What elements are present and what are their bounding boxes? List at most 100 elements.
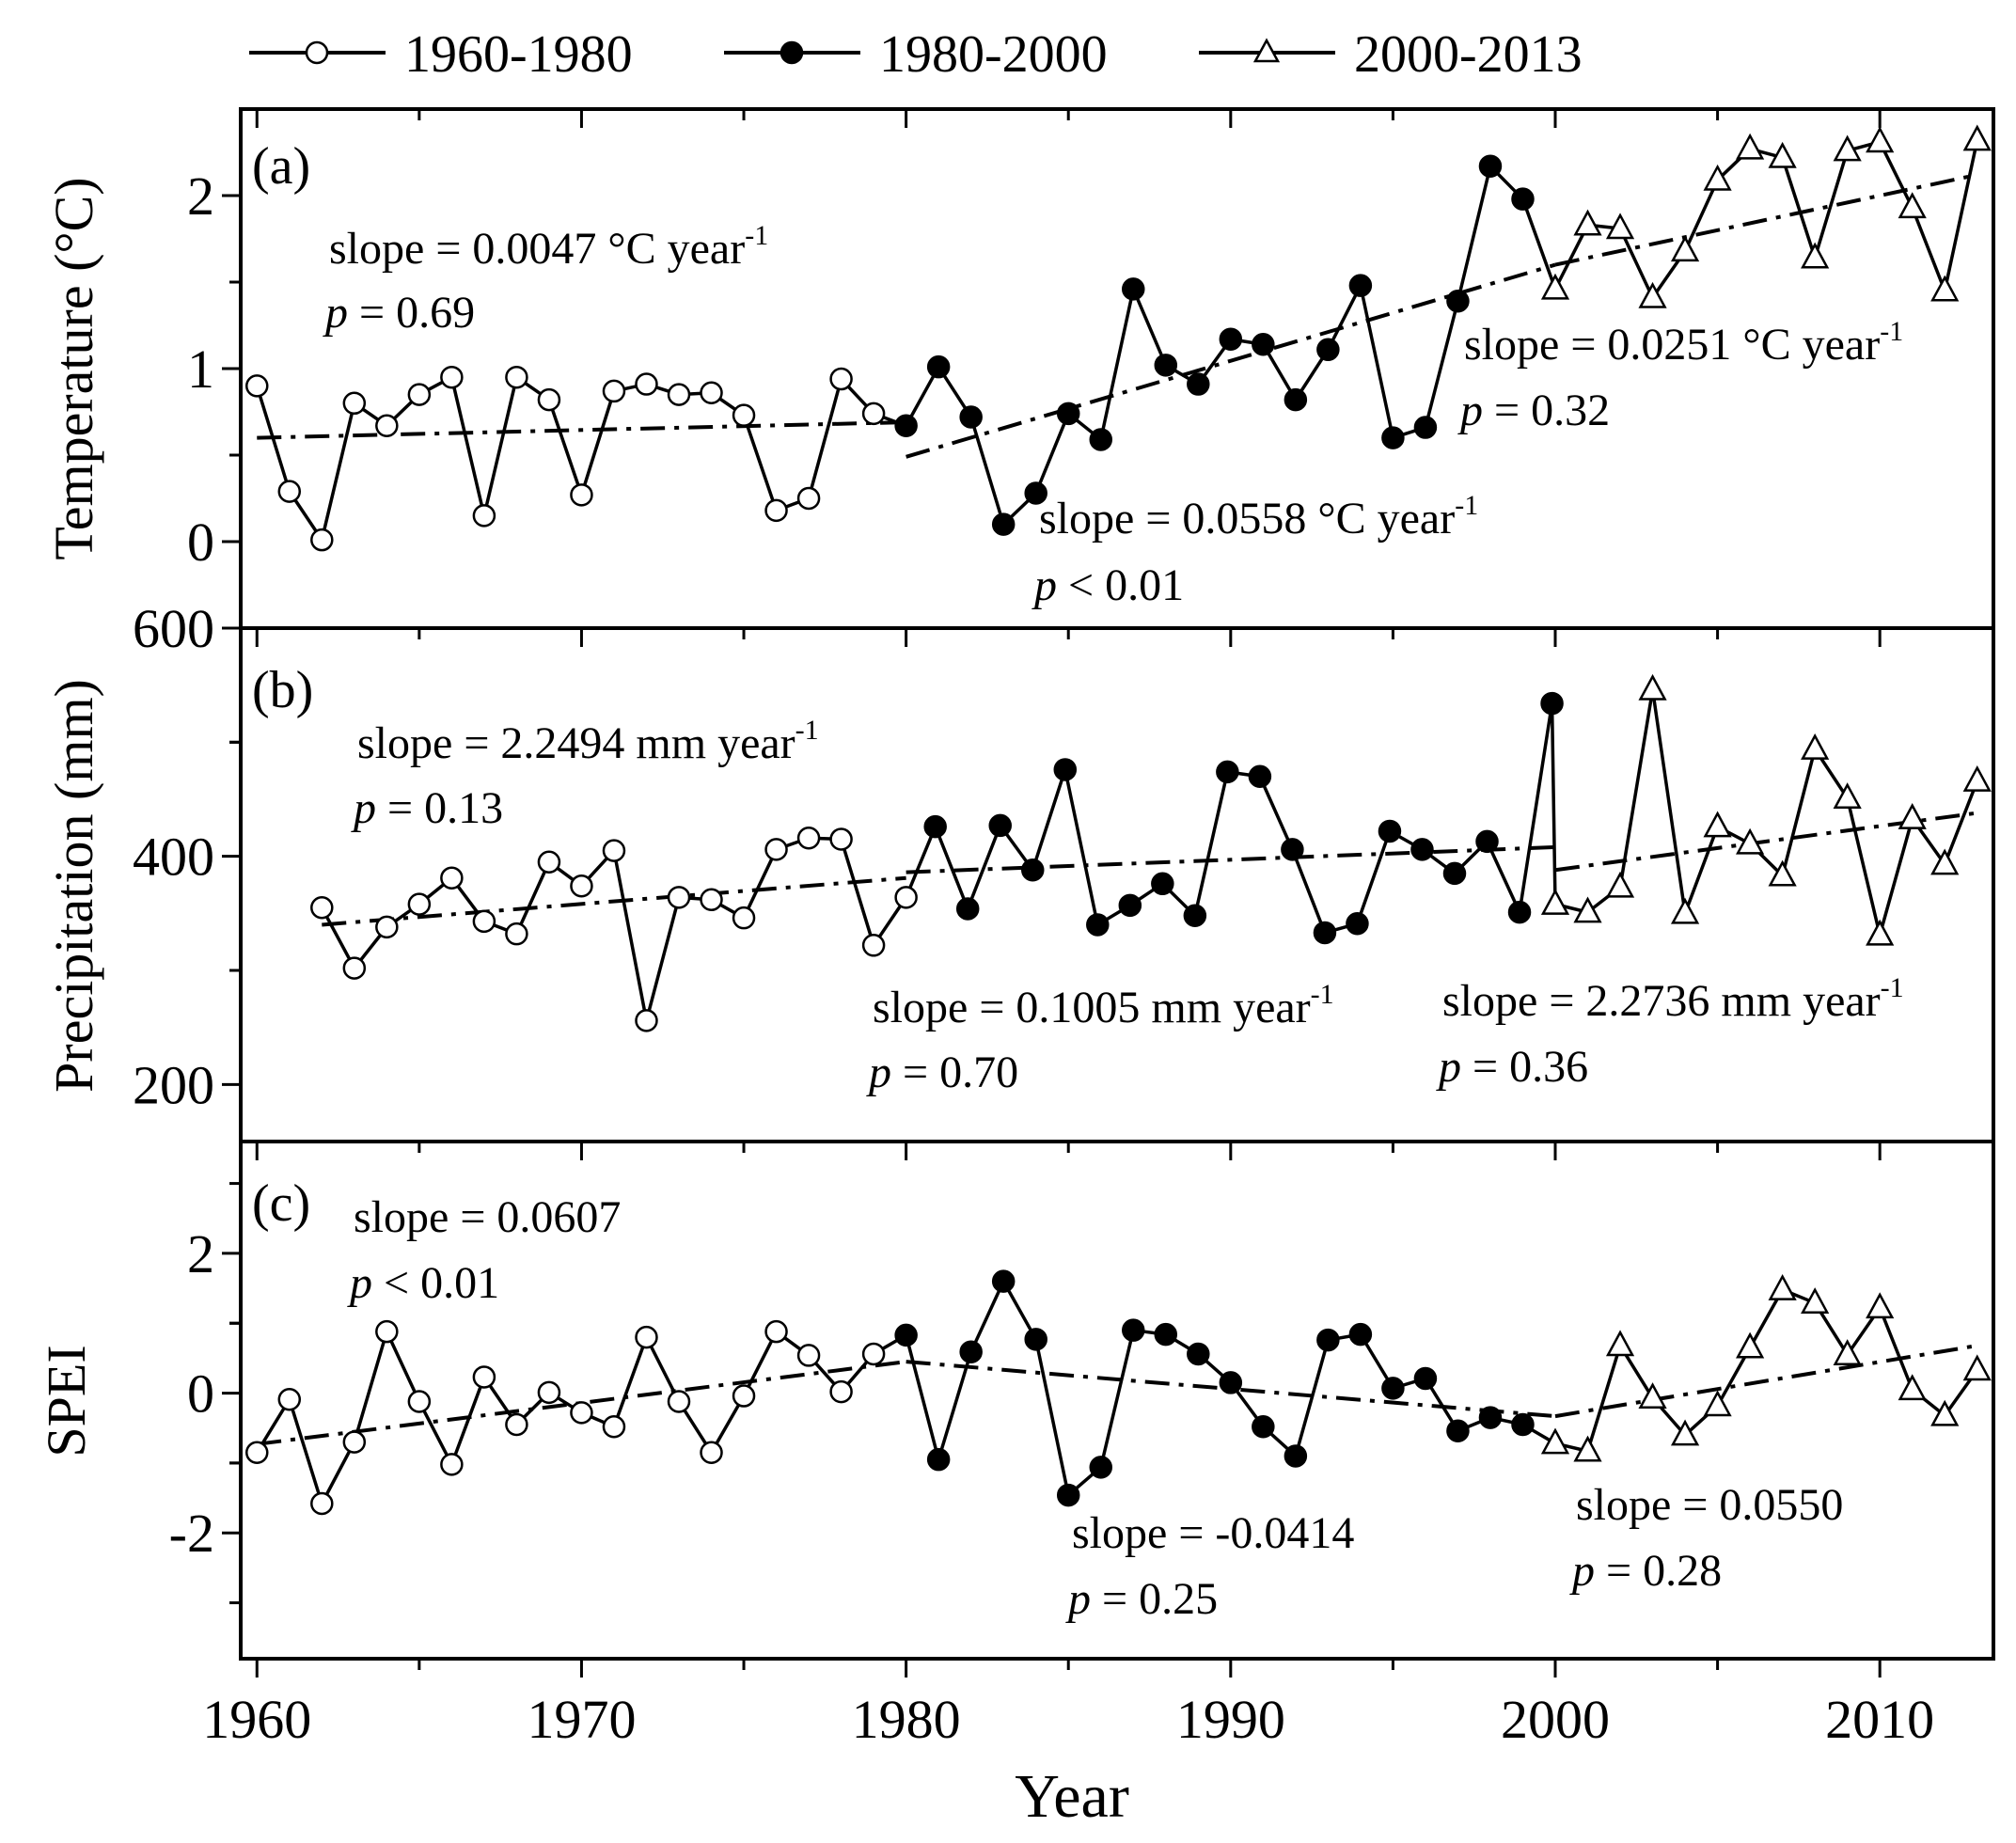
panel-c-p-2: p = 0.25 (1065, 1574, 1218, 1624)
panel-c-trend-1 (257, 1360, 906, 1446)
panel-a-ylabel: Temperature (°C) (43, 177, 104, 559)
panel-c-point-open-circle (732, 1384, 756, 1408)
panel-c-point-open-triangle (1801, 1287, 1830, 1314)
panel-c-point-open-triangle (1866, 1292, 1895, 1319)
panel-a-point-open-circle (570, 483, 593, 507)
panel-a-point-open-circle (764, 498, 788, 523)
panel-c-ytick-label: -2 (169, 1503, 214, 1564)
panel-c-point-open-circle (796, 1344, 821, 1367)
legend-marker-open-triangle (1252, 38, 1281, 63)
panel-b-point-filled-circle (1346, 912, 1369, 936)
panel-b-point-open-circle (861, 934, 886, 957)
x-axis-tick-label: 1990 (1176, 1689, 1285, 1750)
panel-c-point-open-triangle (1670, 1419, 1700, 1446)
panel-c-point-open-circle (245, 1441, 269, 1464)
panel-b-point-open-triangle (1930, 848, 1960, 875)
panel-b-points (310, 673, 1992, 1032)
x-axis: 1960 1970 1980 1990 2000 2010 (202, 1659, 1934, 1750)
panel-a-point-open-circle (700, 381, 723, 405)
panel-c-point-filled-circle (1348, 1322, 1373, 1347)
panel-c-p-1: p < 0.01 (347, 1258, 499, 1308)
panel-a-point-filled-circle (1252, 332, 1275, 356)
panel-c-point-filled-circle (1252, 1414, 1275, 1439)
panel-spei: (c) SPEI -2 0 2 slope = 0.0607 p < 0.01 sl… (36, 1140, 1995, 1661)
panel-b-trend-2 (906, 844, 1556, 874)
panel-c-point-filled-circle (1024, 1328, 1047, 1351)
panel-a-point-filled-circle (926, 354, 951, 379)
panel-b-p-1: p = 0.13 (351, 783, 503, 833)
panel-b-line-1980-2000 (934, 701, 1557, 935)
panel-a-point-open-circle (537, 387, 561, 412)
panel-c-point-filled-circle (894, 1323, 918, 1347)
panel-b-point-filled-circle (1021, 858, 1045, 882)
panel-b-point-filled-circle (1151, 872, 1174, 896)
panel-c-point-filled-circle (1381, 1377, 1405, 1400)
legend-item-1960-1980: 1960-1980 (249, 25, 633, 84)
panel-b-point-open-triangle (1962, 764, 1992, 792)
panel-b-point-filled-circle (1442, 861, 1467, 886)
panel-c-slope-3: slope = 0.0550 (1576, 1480, 1843, 1530)
panel-b-point-filled-circle (988, 813, 1012, 838)
panel-c-point-open-circle (472, 1365, 496, 1389)
panel-b-point-filled-circle (1540, 691, 1564, 716)
panel-c-ticks: -2 0 2 (169, 1142, 1882, 1605)
panel-b-point-open-triangle (1540, 889, 1570, 915)
panel-b-point-open-triangle (1801, 732, 1830, 760)
panel-a-point-open-triangle (1703, 164, 1732, 191)
panel-b-point-open-triangle (1605, 871, 1635, 898)
panel-b-point-filled-circle (1281, 838, 1304, 861)
panel-b-point-open-circle (407, 892, 432, 916)
panel-b-point-filled-circle (1378, 819, 1402, 843)
panel-b-point-filled-circle (1313, 921, 1337, 945)
panel-b-point-open-circle (342, 956, 367, 980)
panel-b-point-open-triangle (1670, 897, 1700, 924)
panel-a-ticks: 0 1 2 (187, 109, 1882, 573)
panel-c-point-open-circle (342, 1430, 367, 1454)
panel-b-point-open-circle (505, 922, 528, 946)
panel-c-point-open-circle (764, 1319, 788, 1344)
panel-a-trend-3 (1554, 172, 1978, 267)
panel-b-trends (322, 811, 1978, 927)
panel-b-point-open-circle (829, 827, 853, 851)
panel-a-point-open-circle (342, 391, 367, 416)
panel-b-point-filled-circle (1216, 760, 1239, 784)
panel-b-p-3: p = 0.36 (1436, 1042, 1588, 1092)
panel-c-p-3: p = 0.28 (1569, 1546, 1722, 1596)
panel-b-point-open-circle (440, 866, 464, 890)
panel-a-point-open-circle (375, 414, 399, 437)
panel-a-point-open-triangle (1768, 141, 1797, 168)
panel-c-point-filled-circle (1154, 1322, 1178, 1347)
panel-b-point-open-triangle (1866, 919, 1895, 946)
panel-a-point-filled-circle (959, 405, 983, 429)
panel-c-point-filled-circle (1089, 1456, 1112, 1479)
panel-b-slope-1: slope = 2.2494 mm year-1 (357, 715, 819, 768)
x-axis-label: Year (1015, 1762, 1129, 1831)
panel-c-point-open-circle (375, 1319, 399, 1344)
panel-b-point-open-circle (796, 827, 821, 850)
panel-a-point-filled-circle (1187, 372, 1210, 396)
panel-a-point-open-triangle (1670, 235, 1700, 262)
panel-b-ytick-label: 400 (133, 827, 214, 888)
panel-c-point-open-circle (277, 1388, 302, 1411)
panel-b-point-open-circle (667, 886, 691, 909)
panel-b-point-open-circle (635, 1009, 658, 1032)
x-axis-tick-label: 2010 (1825, 1689, 1934, 1750)
panel-c-point-open-triangle (1833, 1339, 1862, 1365)
panel-c-point-open-circle (700, 1441, 723, 1464)
panel-a-point-filled-circle (1024, 481, 1047, 505)
panel-a-point-open-triangle (1833, 134, 1862, 162)
panel-b-trend-1 (322, 875, 906, 927)
legend-label-1980-2000: 1980-2000 (879, 25, 1108, 84)
panel-c-line-2000-2013 (1554, 1287, 1979, 1454)
panel-c-point-filled-circle (1122, 1318, 1145, 1342)
panel-a-point-filled-circle (1316, 338, 1340, 362)
panel-a-point-open-circle (732, 403, 756, 427)
panel-c-slope-2: slope = -0.0414 (1072, 1508, 1354, 1558)
panel-b-point-filled-circle (1086, 913, 1110, 937)
panel-a-point-open-circle (472, 504, 496, 528)
panel-b-point-open-triangle (1736, 827, 1765, 855)
panel-a-point-filled-circle (894, 414, 918, 437)
panel-b-point-filled-circle (1248, 764, 1272, 788)
panel-b-line-1960-1980 (320, 826, 937, 1023)
panel-c-point-open-circle (861, 1342, 886, 1366)
